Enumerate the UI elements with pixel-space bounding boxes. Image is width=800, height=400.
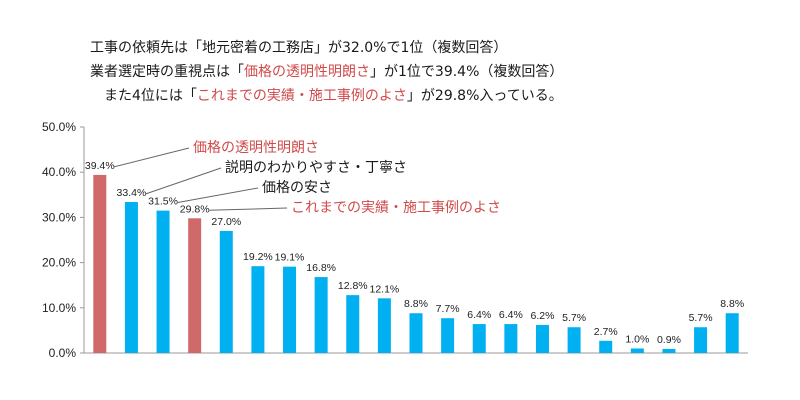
headline-line-2: 業者選定時の重視点は「価格の透明性明朗さ」が1位で39.4%（複数回答） [90, 60, 790, 84]
bar [156, 210, 170, 353]
bar [662, 348, 676, 353]
headline-line-3: また4位には「これまでの実績・施工事例のよさ」が29.8%入っている。 [90, 84, 790, 108]
y-tick-label: 30.0% [42, 210, 76, 224]
bar [346, 295, 360, 353]
bar [377, 298, 391, 353]
bar [599, 340, 613, 353]
bar [219, 230, 233, 353]
y-tick-label: 20.0% [42, 256, 76, 270]
bar-value-label: 5.7% [689, 312, 713, 324]
bar-value-label: 29.8% [180, 203, 210, 215]
annotation-leader-line [113, 147, 190, 168]
bar-value-label: 8.8% [720, 298, 744, 310]
bar [725, 313, 739, 353]
bar [535, 324, 549, 353]
bar [441, 318, 455, 353]
headline-line-1: 工事の依頼先は「地元密着の工務店」が32.0%で1位（複数回答） [90, 36, 790, 60]
bar [188, 218, 202, 353]
annotation-label: 価格の安さ [262, 180, 332, 196]
bar-value-label: 7.7% [436, 303, 460, 315]
bar [694, 327, 708, 353]
bar-value-label: 2.7% [594, 326, 618, 338]
bar-value-label: 33.4% [117, 187, 147, 199]
bar-value-label: 19.1% [275, 252, 305, 264]
bar [93, 174, 107, 353]
bar [283, 266, 297, 353]
bar [504, 324, 518, 353]
annotation-label: これまでの実績・施工事例のよさ [291, 200, 501, 216]
bar [630, 348, 644, 353]
y-tick-label: 10.0% [42, 301, 76, 315]
annotation-leader-line [145, 167, 222, 195]
bar-value-label: 6.2% [531, 310, 555, 322]
bar-value-label: 16.8% [306, 262, 336, 274]
bar-value-label: 0.9% [657, 334, 681, 346]
headline-line-3-post: 」が29.8%入っている。 [406, 88, 563, 104]
annotation-label: 説明のわかりやすさ・丁寧さ [225, 159, 407, 176]
y-tick-label: 0.0% [49, 346, 77, 360]
bar [314, 277, 328, 353]
headline-line-3-highlight: これまでの実績・施工事例のよさ [196, 88, 407, 104]
bar-value-label: 12.1% [369, 283, 399, 295]
bar-value-label: 31.5% [148, 196, 178, 208]
y-tick-label: 50.0% [42, 120, 76, 134]
bar [567, 327, 581, 353]
bar [251, 266, 265, 353]
bar-value-label: 6.4% [499, 309, 523, 321]
annotation-leader-line [176, 187, 259, 204]
bar-value-label: 8.8% [404, 298, 428, 310]
headline-line-1-text: 工事の依頼先は「地元密着の工務店」が32.0%で1位（複数回答） [90, 40, 508, 56]
bar-value-label: 1.0% [625, 333, 649, 345]
bar [409, 313, 423, 353]
bar-value-label: 39.4% [85, 160, 115, 172]
bar [124, 202, 138, 353]
bar-value-label: 27.0% [211, 216, 241, 228]
annotation-label: 価格の透明性明朗さ [193, 140, 319, 156]
bar-value-label: 5.7% [562, 312, 586, 324]
bar-value-label: 6.4% [467, 309, 491, 321]
headline: 工事の依頼先は「地元密着の工務店」が32.0%で1位（複数回答） 業者選定時の重… [90, 36, 790, 108]
headline-line-2-pre: 業者選定時の重視点は「 [90, 64, 244, 80]
headline-line-2-post: 」が1位で39.4%（複数回答） [370, 64, 564, 80]
bar-value-label: 12.8% [338, 280, 368, 292]
y-tick-label: 40.0% [42, 165, 76, 179]
annotation-leader-line [208, 207, 288, 211]
headline-line-2-highlight: 価格の透明性明朗さ [244, 64, 370, 80]
headline-line-3-pre: また4位には「 [104, 88, 197, 104]
bar [472, 324, 486, 353]
bar-value-label: 19.2% [243, 251, 273, 263]
